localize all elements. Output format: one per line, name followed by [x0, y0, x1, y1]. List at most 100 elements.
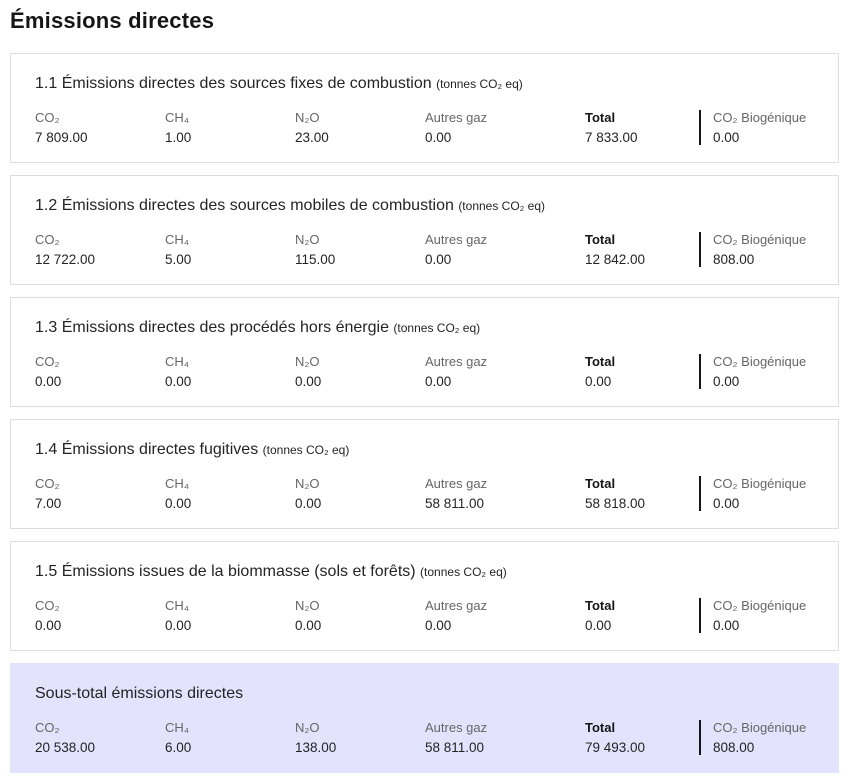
- metric-n2o: N₂O 0.00: [295, 476, 425, 511]
- metric-value: 23.00: [295, 130, 329, 145]
- metric-value: 808.00: [713, 252, 755, 267]
- metric-autres-gaz: Autres gaz 0.00: [425, 598, 585, 633]
- metric-label: Autres gaz: [425, 354, 488, 369]
- metric-ch4: CH₄ 0.00: [165, 476, 295, 511]
- metric-value: 58 818.00: [585, 496, 646, 511]
- section-title-text: 1.1 Émissions directes des sources fixes…: [35, 75, 432, 92]
- metric-ch4: CH₄ 1.00: [165, 110, 295, 145]
- metric-n2o: N₂O 0.00: [295, 598, 425, 633]
- section-emissions-procedes-hors-energie: 1.3 Émissions directes des procédés hors…: [10, 297, 839, 407]
- metric-label: N₂O: [295, 720, 320, 735]
- section-title: 1.1 Émissions directes des sources fixes…: [35, 75, 814, 93]
- metric-value: 20 538.00: [35, 740, 96, 755]
- metric-label: Autres gaz: [425, 110, 488, 125]
- metric-label: N₂O: [295, 598, 320, 613]
- metric-ch4: CH₄ 6.00: [165, 720, 295, 755]
- metric-label: Total: [585, 476, 616, 491]
- section-title: Sous-total émissions directes: [35, 685, 814, 703]
- metric-value: 138.00: [295, 740, 337, 755]
- metric-co2-biogenique: CO₂ Biogénique 0.00: [699, 354, 814, 389]
- metric-total: Total 79 493.00: [585, 720, 699, 755]
- metric-value: 0.00: [165, 496, 192, 511]
- metric-value: 0.00: [585, 618, 612, 633]
- metric-value: 12 722.00: [35, 252, 96, 267]
- metric-label: CO₂: [35, 598, 60, 613]
- metric-value: 0.00: [425, 130, 452, 145]
- metric-value: 0.00: [425, 374, 452, 389]
- section-unit: (tonnes CO₂ eq): [262, 443, 350, 457]
- metric-total: Total 7 833.00: [585, 110, 699, 145]
- metric-label: Autres gaz: [425, 598, 488, 613]
- metric-label: CO₂ Biogénique: [713, 110, 807, 125]
- metric-n2o: N₂O 138.00: [295, 720, 425, 755]
- metric-value: 1.00: [165, 130, 192, 145]
- metric-value: 0.00: [713, 130, 740, 145]
- metric-label: CH₄: [165, 354, 190, 369]
- metric-total: Total 58 818.00: [585, 476, 699, 511]
- metric-value: 0.00: [165, 374, 192, 389]
- metric-autres-gaz: Autres gaz 58 811.00: [425, 476, 585, 511]
- metric-value: 0.00: [425, 618, 452, 633]
- metric-ch4: CH₄ 5.00: [165, 232, 295, 267]
- metric-total: Total 12 842.00: [585, 232, 699, 267]
- metric-value: 7 809.00: [35, 130, 88, 145]
- metric-co2: CO₂ 20 538.00: [35, 720, 165, 755]
- metric-value: 0.00: [713, 374, 740, 389]
- metric-ch4: CH₄ 0.00: [165, 354, 295, 389]
- metric-n2o: N₂O 115.00: [295, 232, 425, 267]
- metric-co2: CO₂ 0.00: [35, 598, 165, 633]
- metric-label: Total: [585, 720, 616, 735]
- section-title-text: 1.5 Émissions issues de la biommasse (so…: [35, 563, 416, 580]
- metrics-row: CO₂ 20 538.00 CH₄ 6.00 N₂O 138.00 Autres…: [35, 720, 814, 755]
- metric-label: CO₂ Biogénique: [713, 232, 807, 247]
- metrics-row: CO₂ 0.00 CH₄ 0.00 N₂O 0.00 Autres gaz 0.…: [35, 354, 814, 389]
- metric-co2: CO₂ 7.00: [35, 476, 165, 511]
- metric-value: 0.00: [35, 374, 62, 389]
- metric-value: 0.00: [713, 618, 740, 633]
- section-title: 1.4 Émissions directes fugitives (tonnes…: [35, 441, 814, 459]
- metric-value: 0.00: [295, 496, 322, 511]
- metric-value: 58 811.00: [425, 496, 485, 511]
- metric-label: CH₄: [165, 232, 190, 247]
- metric-co2-biogenique: CO₂ Biogénique 0.00: [699, 110, 814, 145]
- metric-label: CO₂ Biogénique: [713, 354, 807, 369]
- metric-label: CO₂: [35, 354, 60, 369]
- metric-label: Total: [585, 110, 616, 125]
- section-sous-total-emissions-directes: Sous-total émissions directes CO₂ 20 538…: [10, 663, 839, 773]
- metric-autres-gaz: Autres gaz 58 811.00: [425, 720, 585, 755]
- section-unit: (tonnes CO₂ eq): [458, 199, 546, 213]
- metric-label: CO₂: [35, 232, 60, 247]
- metric-label: N₂O: [295, 476, 320, 491]
- metric-value: 7 833.00: [585, 130, 638, 145]
- metric-autres-gaz: Autres gaz 0.00: [425, 232, 585, 267]
- metric-value: 5.00: [165, 252, 192, 267]
- metric-label: N₂O: [295, 110, 320, 125]
- metric-label: Total: [585, 598, 616, 613]
- metrics-row: CO₂ 7.00 CH₄ 0.00 N₂O 0.00 Autres gaz 58…: [35, 476, 814, 511]
- section-title-text: 1.2 Émissions directes des sources mobil…: [35, 197, 454, 214]
- section-unit: (tonnes CO₂ eq): [420, 565, 507, 579]
- metric-label: Total: [585, 232, 616, 247]
- metric-co2-biogenique: CO₂ Biogénique 808.00: [699, 232, 814, 267]
- metric-value: 0.00: [425, 252, 452, 267]
- metric-label: Autres gaz: [425, 476, 488, 491]
- metric-value: 808.00: [713, 740, 755, 755]
- metric-label: CH₄: [165, 476, 190, 491]
- metric-co2: CO₂ 12 722.00: [35, 232, 165, 267]
- metric-value: 0.00: [35, 618, 62, 633]
- metric-value: 0.00: [295, 618, 322, 633]
- metric-value: 6.00: [165, 740, 192, 755]
- metric-co2-biogenique: CO₂ Biogénique 0.00: [699, 476, 814, 511]
- metric-label: Autres gaz: [425, 720, 488, 735]
- section-title: 1.3 Émissions directes des procédés hors…: [35, 319, 814, 337]
- section-emissions-sources-fixes: 1.1 Émissions directes des sources fixes…: [10, 53, 839, 163]
- metric-total: Total 0.00: [585, 354, 699, 389]
- metric-value: 7.00: [35, 496, 62, 511]
- metric-label: N₂O: [295, 354, 320, 369]
- metric-value: 115.00: [295, 252, 336, 267]
- metric-value: 0.00: [295, 374, 322, 389]
- section-title-text: Sous-total émissions directes: [35, 685, 244, 702]
- metric-label: Total: [585, 354, 616, 369]
- section-emissions-biomasse: 1.5 Émissions issues de la biommasse (so…: [10, 541, 839, 651]
- metrics-row: CO₂ 7 809.00 CH₄ 1.00 N₂O 23.00 Autres g…: [35, 110, 814, 145]
